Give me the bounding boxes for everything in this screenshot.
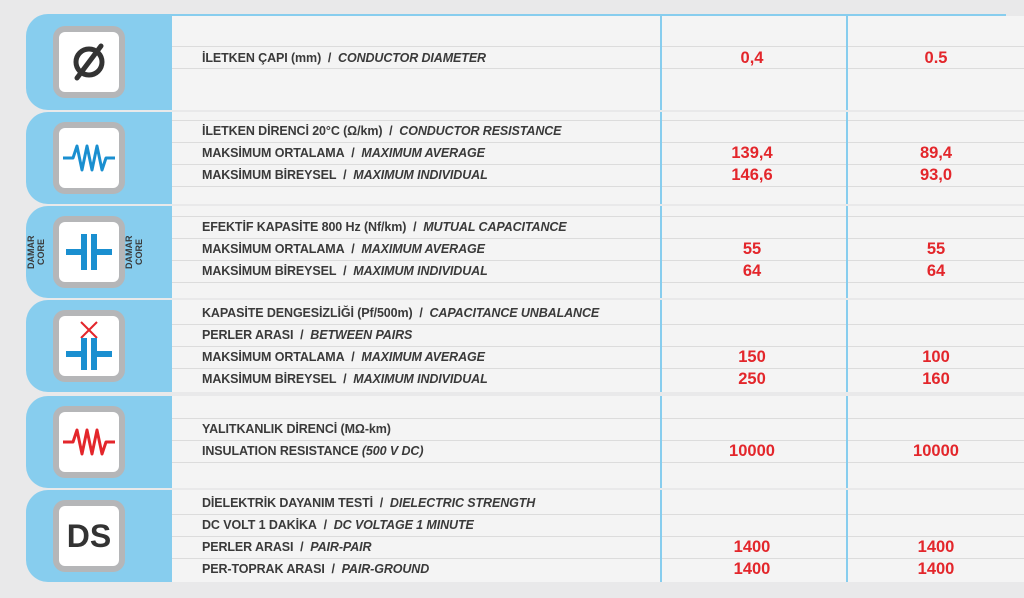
value-col1: 250 xyxy=(662,368,842,390)
value-col2: 89,4 xyxy=(846,142,1024,164)
icon-frame xyxy=(53,26,125,98)
spec-table: YALITKANLIK DİRENCİ (MΩ-km) INSULATION R… xyxy=(172,396,1024,488)
row-label: İLETKEN ÇAPI (mm) / CONDUCTOR DIAMETER xyxy=(202,48,486,68)
row-label: MAKSİMUM ORTALAMA / MAXIMUM AVERAGE xyxy=(202,239,485,259)
spec-table: DİELEKTRİK DAYANIM TESTİ / DIELECTRIC ST… xyxy=(172,490,1024,582)
side-label-right: DAMAR CORE xyxy=(124,230,144,274)
value-col1: 1400 xyxy=(662,536,842,558)
value-col1: 1400 xyxy=(662,558,842,580)
value-col2: 1400 xyxy=(846,536,1024,558)
value-col1: 139,4 xyxy=(662,142,842,164)
row-label: PER-TOPRAK ARASI / PAIR-GROUND xyxy=(202,559,429,579)
row-label: İLETKEN DİRENCİ 20°C (Ω/km) / CONDUCTOR … xyxy=(202,121,561,141)
row-label: MAKSİMUM BİREYSEL / MAXIMUM INDIVIDUAL xyxy=(202,261,488,281)
row-label: MAKSİMUM ORTALAMA / MAXIMUM AVERAGE xyxy=(202,347,485,367)
capacitance-unbalance-icon xyxy=(59,316,119,376)
diameter-icon xyxy=(59,32,119,92)
section-capacitance-unbalance: KAPASİTE DENGESİZLİĞİ (Pf/500m) / CAPACI… xyxy=(26,300,1006,392)
value-col2: 1400 xyxy=(846,558,1024,580)
value-col1: 146,6 xyxy=(662,164,842,186)
row-label: DC VOLT 1 DAKİKA / DC VOLTAGE 1 MINUTE xyxy=(202,515,474,535)
capacitor-icon xyxy=(59,222,119,282)
value-col2: 93,0 xyxy=(846,164,1024,186)
section-mutual-capacitance: DAMAR CORE DAMAR CORE EFEKTİF KAPASİTE 800… xyxy=(26,206,1006,298)
row-label: PERLER ARASI / BETWEEN PAIRS xyxy=(202,325,412,345)
row-label: EFEKTİF KAPASİTE 800 Hz (Nf/km) / MUTUAL… xyxy=(202,217,567,237)
spec-table: EFEKTİF KAPASİTE 800 Hz (Nf/km) / MUTUAL… xyxy=(172,206,1024,298)
row-label: MAKSİMUM ORTALAMA / MAXIMUM AVERAGE xyxy=(202,143,485,163)
row-label: KAPASİTE DENGESİZLİĞİ (Pf/500m) / CAPACI… xyxy=(202,303,599,323)
value-col1: 150 xyxy=(662,346,842,368)
spec-table: İLETKEN DİRENCİ 20°C (Ω/km) / CONDUCTOR … xyxy=(172,112,1024,204)
ds-icon: DS xyxy=(59,506,119,566)
resistor-red-icon xyxy=(59,412,119,472)
value-col2: 64 xyxy=(846,260,1024,282)
section-conductor-diameter: İLETKEN ÇAPI (mm) / CONDUCTOR DIAMETER 0… xyxy=(26,14,1006,110)
row-label: INSULATION RESISTANCE (500 V DC) xyxy=(202,441,423,461)
value-col2: 10000 xyxy=(846,440,1024,462)
icon-frame xyxy=(53,310,125,382)
icon-frame: DS xyxy=(53,500,125,572)
row-label: MAKSİMUM BİREYSEL / MAXIMUM INDIVIDUAL xyxy=(202,165,488,185)
value-col2: 0.5 xyxy=(846,47,1024,69)
value-col1: 55 xyxy=(662,238,842,260)
icon-frame xyxy=(53,216,125,288)
section-insulation-resistance: YALITKANLIK DİRENCİ (MΩ-km) INSULATION R… xyxy=(26,396,1006,488)
row-label: YALITKANLIK DİRENCİ (MΩ-km) xyxy=(202,419,391,439)
icon-frame xyxy=(53,406,125,478)
spec-table: İLETKEN ÇAPI (mm) / CONDUCTOR DIAMETER 0… xyxy=(172,16,1024,110)
section-conductor-resistance: İLETKEN DİRENCİ 20°C (Ω/km) / CONDUCTOR … xyxy=(26,112,1006,204)
icon-frame xyxy=(53,122,125,194)
section-dielectric-strength: DS DİELEKTRİK DAYANIM TESTİ / DIELECTRIC… xyxy=(26,490,1006,582)
value-col1: 64 xyxy=(662,260,842,282)
value-col2: 160 xyxy=(846,368,1024,390)
spec-table: KAPASİTE DENGESİZLİĞİ (Pf/500m) / CAPACI… xyxy=(172,300,1024,392)
value-col1: 10000 xyxy=(662,440,842,462)
ds-icon-text: DS xyxy=(67,518,111,555)
side-label-left: DAMAR CORE xyxy=(26,230,46,274)
value-col1: 0,4 xyxy=(662,47,842,69)
row-label: DİELEKTRİK DAYANIM TESTİ / DIELECTRIC ST… xyxy=(202,493,535,513)
resistor-blue-icon xyxy=(59,128,119,188)
value-col2: 100 xyxy=(846,346,1024,368)
row-label: MAKSİMUM BİREYSEL / MAXIMUM INDIVIDUAL xyxy=(202,369,488,389)
row-label: PERLER ARASI / PAIR-PAIR xyxy=(202,537,371,557)
value-col2: 55 xyxy=(846,238,1024,260)
